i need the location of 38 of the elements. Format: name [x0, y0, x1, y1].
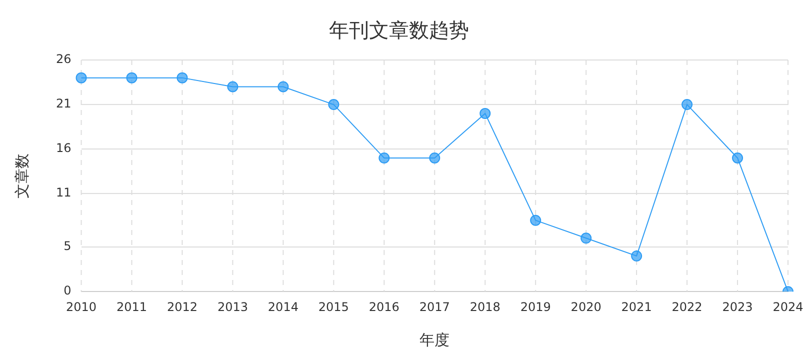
- y-tick-label: 5: [64, 239, 72, 254]
- x-tick-label: 2018: [470, 300, 500, 314]
- x-tick-label: 2015: [318, 300, 349, 314]
- x-tick-label: 2012: [166, 300, 198, 314]
- point: [682, 99, 693, 110]
- y-tick-label: 16: [56, 141, 72, 156]
- point: [530, 214, 542, 226]
- x-tick-label: 2017: [419, 300, 450, 314]
- y-tick-label: 11: [56, 186, 72, 200]
- x-tick-label: 2022: [672, 300, 702, 314]
- y-tick-label: 26: [56, 52, 72, 66]
- point: [227, 81, 238, 92]
- point: [126, 72, 138, 84]
- point: [76, 72, 87, 84]
- x-tick-label: 2011: [116, 300, 148, 314]
- x-tick-label: 2023: [722, 300, 753, 314]
- x-tick-label: 2014: [268, 300, 298, 314]
- point: [580, 232, 592, 244]
- x-tick-label: 2024: [772, 300, 804, 314]
- x-tick-label: 2019: [520, 300, 551, 314]
- x-tick-label: 2020: [570, 300, 602, 314]
- y-tick-label: 21: [56, 96, 72, 111]
- x-axis-title: 年度: [420, 330, 450, 349]
- y-axis-title: 文章数: [12, 153, 31, 198]
- point: [378, 152, 390, 164]
- chart-title: 年刊文章数趋势: [329, 18, 469, 42]
- x-tick-label: 2010: [66, 300, 97, 314]
- x-tick-label: 2021: [621, 300, 652, 314]
- x-tick-label: 2016: [368, 300, 400, 314]
- y-tick-label: 0: [64, 284, 72, 298]
- point: [328, 99, 340, 110]
- point: [278, 81, 289, 92]
- x-tick-label: 2013: [217, 300, 248, 314]
- point: [429, 152, 440, 164]
- point: [176, 72, 188, 84]
- point: [480, 108, 491, 119]
- point: [631, 250, 642, 262]
- point: [732, 152, 744, 164]
